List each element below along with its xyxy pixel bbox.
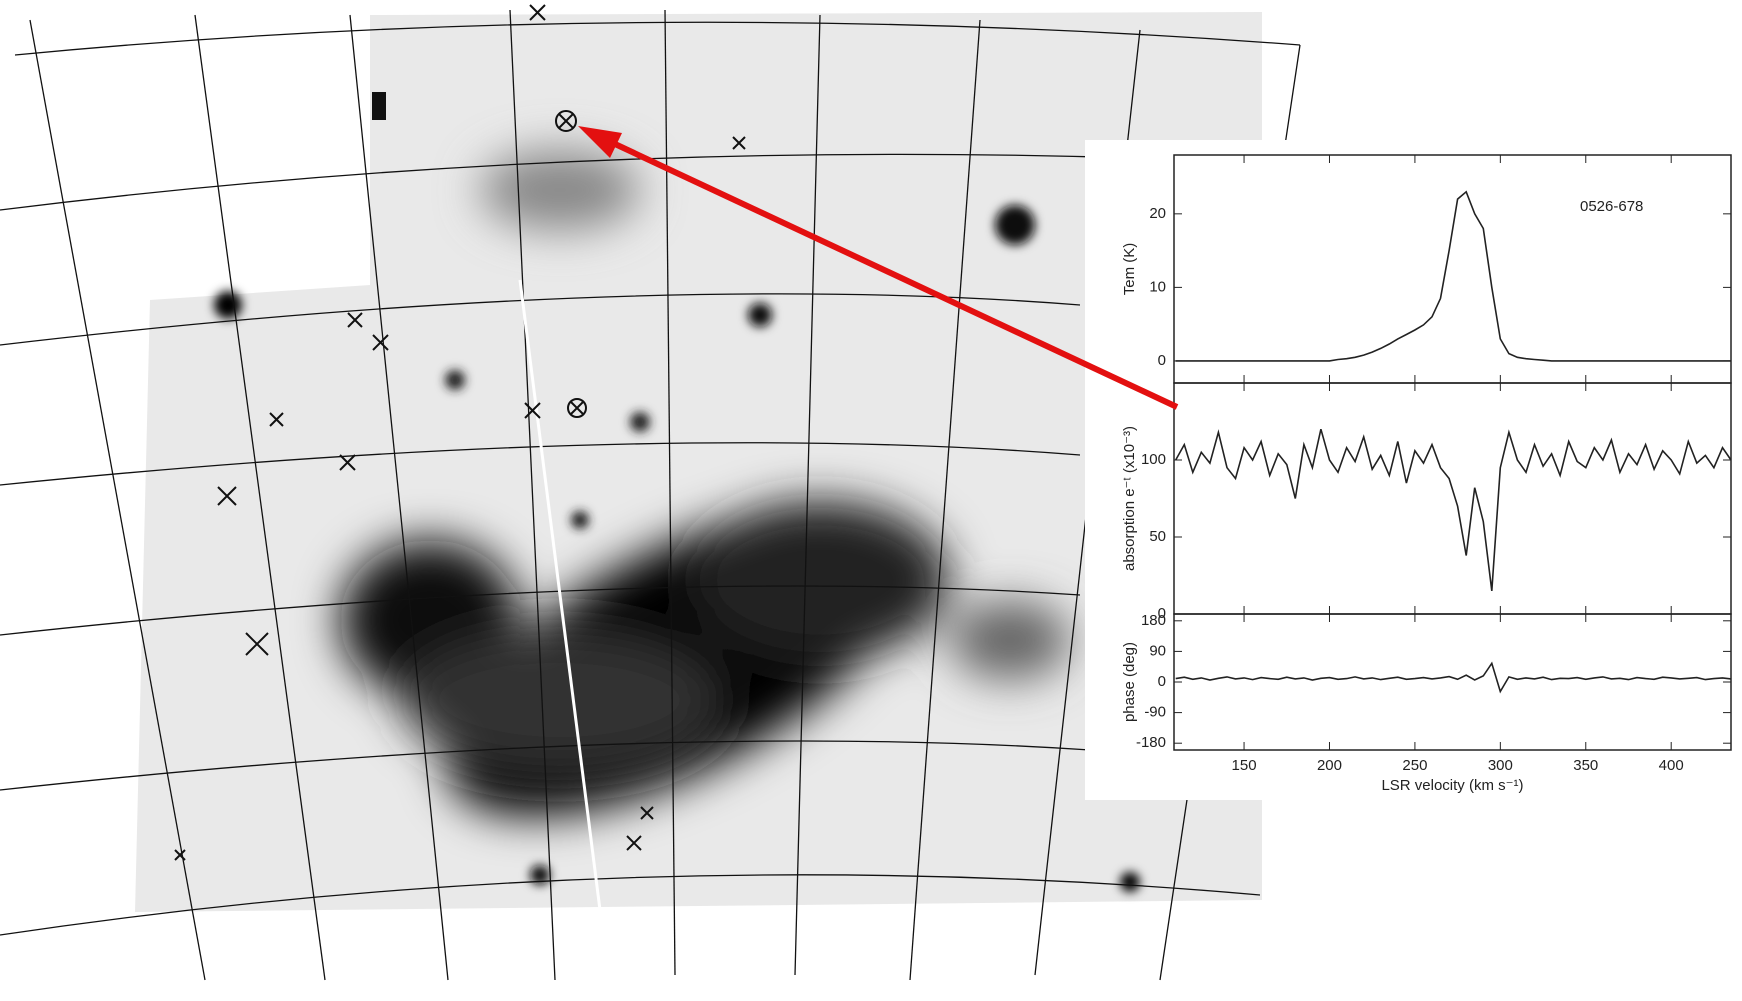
source-marker bbox=[372, 92, 386, 120]
y-tick-label: 0 bbox=[1158, 352, 1166, 369]
y-tick-label: 10 bbox=[1149, 278, 1166, 295]
y-tick-label: 0 bbox=[1158, 673, 1166, 690]
y-axis-label: phase (deg) bbox=[1121, 642, 1138, 722]
x-tick-label: 400 bbox=[1659, 757, 1684, 774]
inset-panel bbox=[1085, 140, 1742, 800]
x-tick-label: 150 bbox=[1232, 757, 1257, 774]
y-tick-label: -90 bbox=[1144, 704, 1166, 721]
figure: 0 10 20 Tem (K) 0526-678 0 50 100absorption e⁻ᵗ… bbox=[0, 0, 1742, 1001]
y-tick-label: 50 bbox=[1149, 528, 1166, 545]
x-tick-label: 300 bbox=[1488, 757, 1513, 774]
x-tick-label: 250 bbox=[1402, 757, 1427, 774]
x-axis-label: LSR velocity (km s⁻¹) bbox=[1381, 777, 1523, 794]
y-axis-label: absorption e⁻ᵗ (x10⁻³) bbox=[1121, 426, 1138, 571]
y-tick-label: 20 bbox=[1149, 205, 1166, 222]
y-tick-label: 90 bbox=[1149, 642, 1166, 659]
x-tick-label: 350 bbox=[1573, 757, 1598, 774]
x-tick-label: 200 bbox=[1317, 757, 1342, 774]
y-tick-label: 100 bbox=[1141, 451, 1166, 468]
y-tick-label: -180 bbox=[1136, 734, 1166, 751]
annotation: 0526-678 bbox=[1580, 198, 1643, 215]
y-axis-label: Tem (K) bbox=[1121, 243, 1138, 296]
y-tick-label: 180 bbox=[1141, 612, 1166, 629]
